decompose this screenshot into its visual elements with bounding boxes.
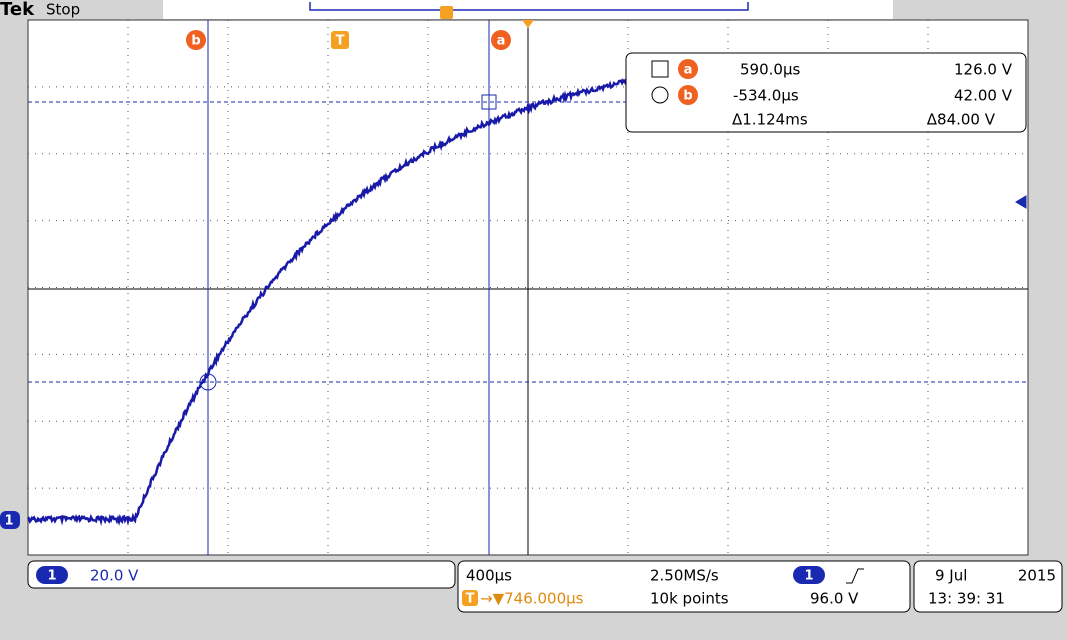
trigger-position: →▼746.000µs bbox=[480, 590, 584, 608]
delta-time: Δ1.124ms bbox=[732, 111, 808, 129]
readout-a-time: 590.0µs bbox=[740, 61, 800, 79]
readout-a-voltage: 126.0 V bbox=[954, 61, 1013, 79]
datetime-box bbox=[913, 560, 1063, 613]
channel-number: 1 bbox=[47, 569, 56, 584]
cursor-a-label: a bbox=[497, 34, 506, 49]
cursor-b-point bbox=[199, 373, 217, 391]
brand: Tek bbox=[0, 0, 35, 20]
trigger-label: T bbox=[336, 34, 345, 49]
ground-label: 1 bbox=[4, 514, 13, 529]
year: 2015 bbox=[1018, 567, 1056, 585]
cursor-b-badge bbox=[186, 30, 206, 50]
time: 13: 39: 31 bbox=[928, 590, 1005, 608]
trigger-channel: 1 bbox=[804, 569, 813, 584]
sample-rate: 2.50MS/s bbox=[650, 567, 719, 585]
timebase: 400µs bbox=[466, 567, 512, 585]
trigger-level-arrow bbox=[1015, 195, 1027, 209]
trigger-marker: T bbox=[466, 592, 475, 607]
channel-scale: 20.0 V bbox=[90, 567, 139, 585]
readout-b-icon bbox=[651, 86, 669, 104]
trigger-level: 96.0 V bbox=[810, 590, 859, 608]
ground-badge bbox=[0, 511, 20, 529]
trigger-badge bbox=[331, 31, 349, 49]
readout-b-badge bbox=[678, 85, 698, 105]
readout-b-time: -534.0µs bbox=[733, 87, 799, 105]
trigger-channel-badge bbox=[793, 566, 825, 584]
readout-box bbox=[625, 52, 1027, 133]
readout-a-badge bbox=[678, 59, 698, 79]
trigger-slope bbox=[846, 568, 864, 584]
readout-b-marker: b bbox=[683, 89, 692, 104]
channel-badge bbox=[36, 566, 68, 584]
cursor-a-point bbox=[481, 94, 497, 110]
record-length: 10k points bbox=[650, 590, 729, 608]
trigger-pos-icon bbox=[440, 6, 453, 19]
trigger-arrow bbox=[522, 20, 534, 28]
readout-a-marker: a bbox=[684, 63, 693, 78]
readout-a-icon bbox=[651, 60, 669, 78]
delta-voltage: Δ84.00 V bbox=[927, 111, 996, 129]
channel-box bbox=[27, 560, 456, 589]
cursor-a-badge bbox=[491, 30, 511, 50]
date: 9 Jul bbox=[935, 567, 967, 585]
record-window bbox=[309, 2, 749, 11]
status: Stop bbox=[46, 1, 80, 19]
readout-b-voltage: 42.00 V bbox=[954, 87, 1013, 105]
cursor-b-label: b bbox=[191, 34, 200, 49]
trigger-pos-badge bbox=[462, 590, 478, 606]
